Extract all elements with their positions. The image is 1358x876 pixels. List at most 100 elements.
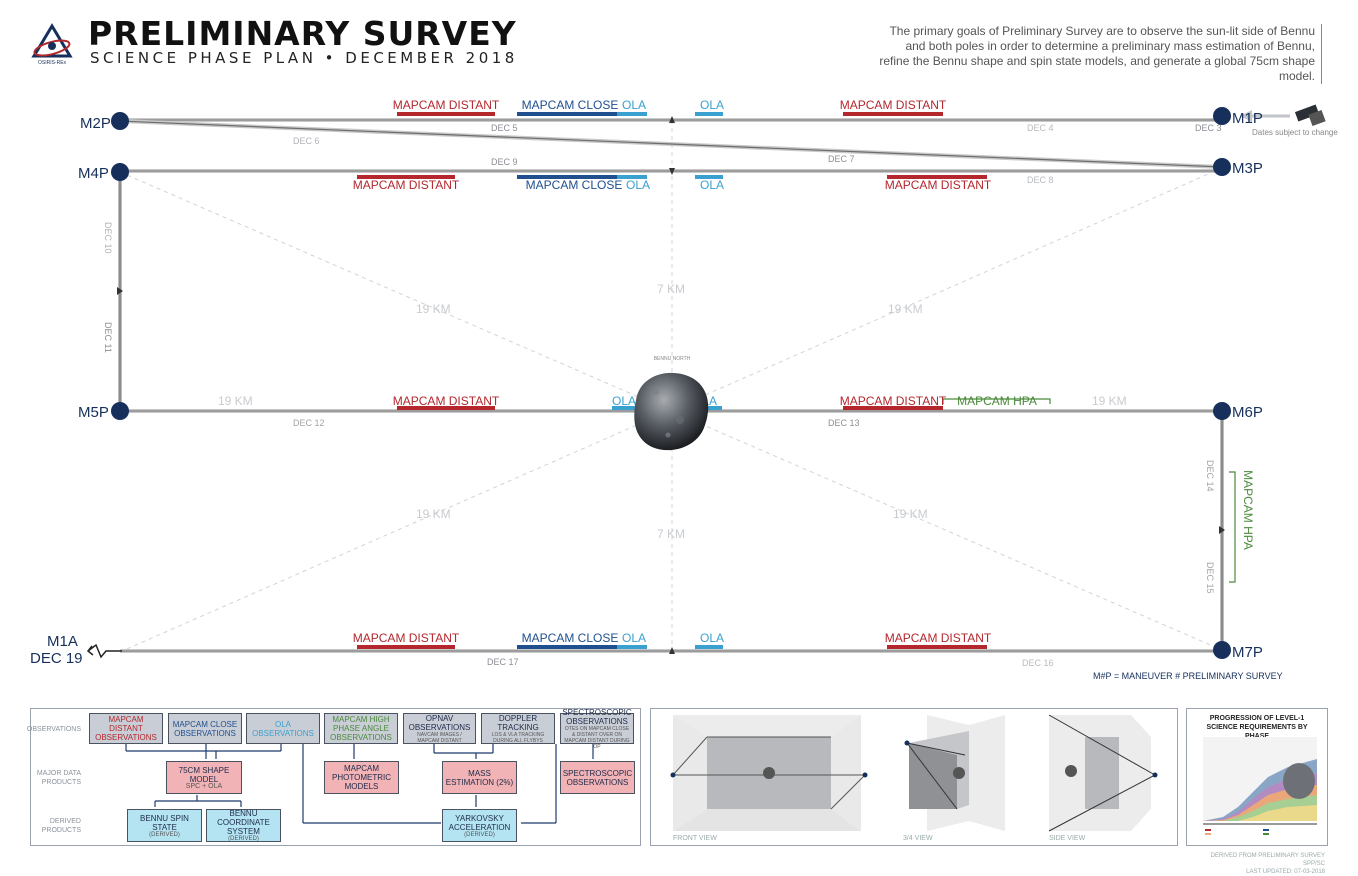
label-mapcam-close: MAPCAM CLOSE bbox=[522, 98, 619, 112]
front-view-label: FRONT VIEW bbox=[673, 835, 717, 842]
distance-label: 7 KM bbox=[657, 282, 685, 296]
maneuver-nodes bbox=[111, 107, 1231, 659]
date-label: DEC 4 bbox=[1027, 123, 1054, 133]
row-label-observations: OBSERVATIONS bbox=[26, 726, 81, 733]
label-m5p: M5P bbox=[78, 404, 109, 421]
side-view-label: SIDE VIEW bbox=[1049, 835, 1086, 842]
label-mapcam-close: MAPCAM CLOSE bbox=[526, 178, 623, 192]
box-ola-obs: OLA OBSERVATIONS bbox=[246, 713, 320, 744]
date-label: DEC 15 bbox=[1205, 562, 1215, 594]
yarkovsky-sub: (DERIVED) bbox=[464, 831, 495, 838]
spacecraft-icon bbox=[1240, 104, 1326, 127]
label-ola: OLA bbox=[700, 631, 724, 645]
views-panel: FRONT VIEW 3/4 VIEW SIDE VIEW bbox=[650, 708, 1178, 846]
shape-model-sub: SPC + OLA bbox=[185, 782, 223, 790]
progression-title: PROGRESSION OF LEVEL-1 SCIENCE REQUIREME… bbox=[1206, 715, 1308, 740]
bennu-north-label: BENNU NORTH bbox=[654, 356, 691, 362]
label-mapcam-distant: MAPCAM DISTANT bbox=[393, 98, 500, 112]
label-ola: OLA bbox=[622, 98, 646, 112]
date-label: DEC 17 bbox=[487, 657, 519, 667]
date-labels: DEC 3 DEC 4 DEC 5 DEC 6 DEC 7 DEC 8 DEC … bbox=[103, 123, 1222, 668]
date-label: DEC 5 bbox=[491, 123, 518, 133]
front-view-diagram bbox=[670, 715, 868, 831]
page-subtitle: SCIENCE PHASE PLAN • DECEMBER 2018 bbox=[90, 49, 518, 67]
footer-line1: DERIVED FROM PRELIMINARY SURVEY SPP/SC bbox=[1210, 853, 1325, 867]
date-label: DEC 11 bbox=[103, 322, 113, 353]
label-mapcam-distant: MAPCAM DISTANT bbox=[353, 178, 460, 192]
spectro-sub: OTES ON MAPCAM CLOSE & DISTANT OVER ON M… bbox=[564, 725, 630, 750]
observation-bars bbox=[357, 112, 987, 649]
box-spectro-products: SPECTROSCOPIC OBSERVATIONS bbox=[560, 761, 635, 794]
doppler-label: DOPPLER TRACKING bbox=[497, 713, 539, 732]
box-opnav-obs: OPNAV OBSERVATIONS NAVCAM IMAGES / MAPCA… bbox=[403, 713, 476, 744]
box-mapcam-hpa-obs: MAPCAM HIGH PHASE ANGLE OBSERVATIONS bbox=[324, 713, 398, 744]
label-m3p: M3P bbox=[1232, 160, 1263, 177]
direction-arrows bbox=[117, 116, 1225, 654]
date-label: DEC 10 bbox=[103, 222, 113, 254]
date-label: DEC 9 bbox=[491, 157, 518, 167]
label-mapcam-hpa-vertical: MAPCAM HPA bbox=[1241, 470, 1255, 550]
box-photometric: MAPCAM PHOTOMETRIC MODELS bbox=[324, 761, 399, 794]
footer-line2: LAST UPDATED: 07-03-2018 bbox=[1246, 869, 1325, 875]
distance-label: 19 KM bbox=[416, 507, 451, 521]
box-coordinate-system: BENNU COORDINATE SYSTEM (DERIVED) bbox=[206, 809, 281, 842]
box-spin-state: BENNU SPIN STATE (DERIVED) bbox=[127, 809, 202, 842]
doppler-sub: LOS & VLA TRACKING DURING ALL FLYBYS bbox=[491, 731, 545, 744]
distance-labels: 19 KM 19 KM 7 KM 19 KM 19 KM 19 KM 19 KM… bbox=[218, 282, 1127, 541]
box-yarkovsky: YARKOVSKY ACCELERATION (DERIVED) bbox=[442, 809, 517, 842]
side-view-diagram bbox=[1048, 714, 1158, 832]
yarkovsky-label: YARKOVSKY ACCELERATION bbox=[448, 813, 511, 832]
node-m2p bbox=[111, 112, 129, 130]
row-label-products: MAJOR DATA PRODUCTS bbox=[36, 770, 81, 786]
node-m3p bbox=[1213, 158, 1231, 176]
spin-state-label: BENNU SPIN STATE bbox=[140, 813, 189, 832]
box-mapcam-distant-obs: MAPCAM DISTANT OBSERVATIONS bbox=[89, 713, 163, 744]
node-m1p bbox=[1213, 107, 1231, 125]
label-mapcam-hpa: MAPCAM HPA bbox=[957, 394, 1037, 408]
node-m5p bbox=[111, 402, 129, 420]
survey-diagram: MAPCAM DISTANT MAPCAM CLOSE OLA OLA MAPC… bbox=[30, 98, 1338, 681]
node-m7p bbox=[1213, 641, 1231, 659]
label-mapcam-distant: MAPCAM DISTANT bbox=[393, 394, 500, 408]
progression-panel: PROGRESSION OF LEVEL-1 SCIENCE REQUIREME… bbox=[1186, 708, 1328, 846]
m1a-arrow-icon bbox=[86, 643, 122, 659]
date-label: DEC 3 bbox=[1195, 123, 1222, 133]
box-mapcam-close-obs: MAPCAM CLOSE OBSERVATIONS bbox=[168, 713, 242, 744]
date-label: DEC 7 bbox=[828, 154, 855, 164]
label-m1a: M1A bbox=[47, 633, 78, 650]
shape-model-label: 75CM SHAPE MODEL bbox=[178, 765, 230, 784]
phase-description: The primary goals of Preliminary Survey … bbox=[875, 24, 1322, 84]
row-label-derived: DERIVED PRODUCTS bbox=[41, 818, 81, 834]
date-label: DEC 12 bbox=[293, 418, 325, 428]
label-mapcam-distant: MAPCAM DISTANT bbox=[885, 178, 992, 192]
label-ola: OLA bbox=[612, 394, 636, 408]
distance-label: 19 KM bbox=[218, 394, 253, 408]
node-m4p bbox=[111, 163, 129, 181]
label-ola: OLA bbox=[700, 178, 724, 192]
dates-note: Dates subject to change bbox=[1252, 128, 1338, 137]
three-quarter-view-diagram bbox=[904, 715, 1005, 831]
osiris-rex-logo: OSIRIS-REx bbox=[31, 23, 73, 66]
box-spectro-obs: SPECTROSCOPIC OBSERVATIONS OTES ON MAPCA… bbox=[560, 708, 634, 750]
node-m6p bbox=[1213, 402, 1231, 420]
box-doppler: DOPPLER TRACKING LOS & VLA TRACKING DURI… bbox=[481, 713, 555, 744]
date-label: DEC 8 bbox=[1027, 175, 1054, 185]
opnav-label: OPNAV OBSERVATIONS bbox=[408, 713, 471, 732]
date-label: DEC 16 bbox=[1022, 658, 1054, 668]
box-shape-model: 75CM SHAPE MODEL SPC + OLA bbox=[166, 761, 242, 794]
progression-chart bbox=[1203, 737, 1317, 835]
footer: DERIVED FROM PRELIMINARY SURVEY SPP/SC L… bbox=[1205, 852, 1325, 876]
box-mass-estimation: MASS ESTIMATION (2%) bbox=[442, 761, 517, 794]
view-diagrams bbox=[670, 714, 1158, 832]
label-mapcam-distant: MAPCAM DISTANT bbox=[353, 631, 460, 645]
spectro-label: SPECTROSCOPIC OBSERVATIONS bbox=[562, 707, 632, 726]
distance-label: 19 KM bbox=[416, 302, 451, 316]
spin-state-sub: (DERIVED) bbox=[149, 831, 180, 838]
hpa-brackets bbox=[942, 398, 1236, 583]
coord-label: BENNU COORDINATE SYSTEM bbox=[217, 809, 270, 836]
label-mapcam-distant: MAPCAM DISTANT bbox=[885, 631, 992, 645]
label-ola: OLA bbox=[626, 178, 650, 192]
label-mapcam-distant: MAPCAM DISTANT bbox=[840, 394, 947, 408]
distance-label: 19 KM bbox=[893, 507, 928, 521]
distance-label: 19 KM bbox=[888, 302, 923, 316]
